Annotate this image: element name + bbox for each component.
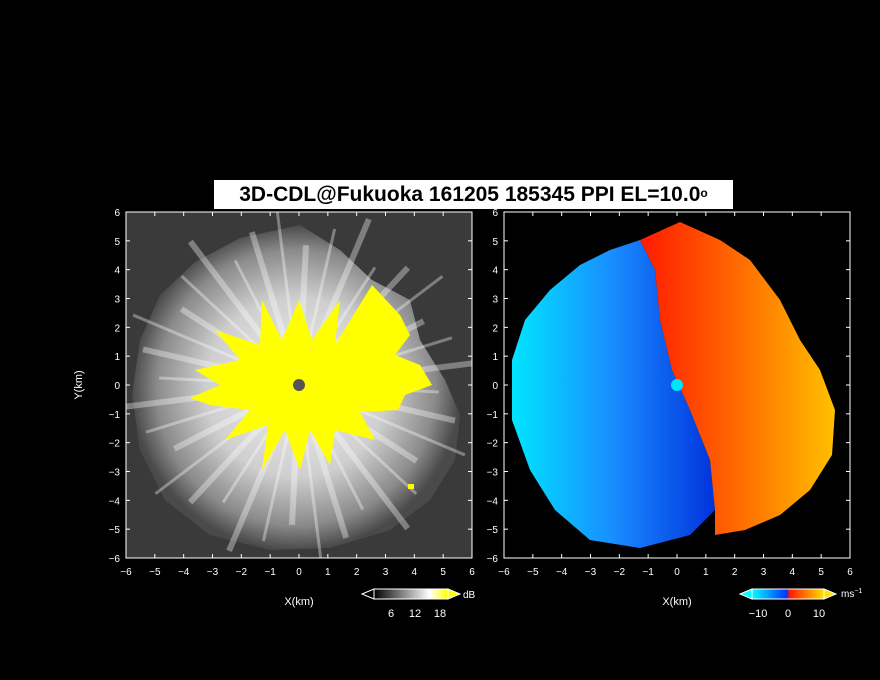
y-tick-label: −1 — [487, 410, 499, 421]
reflectivity-panel — [126, 212, 472, 558]
reflectivity-tick-12: 12 — [409, 608, 421, 620]
x-tick-label: −5 — [527, 567, 539, 578]
reflectivity-colorbar-bar — [373, 588, 449, 600]
x-tick-label: −6 — [120, 567, 132, 578]
y-tick-label: 1 — [114, 352, 120, 363]
velocity-colorbar-left-arrow — [738, 588, 753, 600]
reflectivity-colorbar-right-arrow — [447, 588, 462, 600]
x-tick-label: −1 — [642, 567, 654, 578]
velocity-negative-region — [512, 240, 715, 548]
reflectivity-colorbar-left-arrow — [360, 588, 375, 600]
y-tick-label: −2 — [109, 439, 121, 450]
y-axis-label: Y(km) — [73, 370, 85, 399]
y-tick-label: 6 — [114, 208, 120, 219]
x-axis-label-left: X(km) — [284, 596, 313, 608]
chart-title-text: 3D-CDL@Fukuoka 161205 185345 PPI EL=10.0 — [239, 182, 701, 206]
y-tick-label: 4 — [114, 266, 120, 277]
velocity-unit-base: ms — [841, 589, 854, 600]
velocity-tick-10: 10 — [813, 608, 825, 620]
chart-title: 3D-CDL@Fukuoka 161205 185345 PPI EL=10.0… — [214, 180, 733, 209]
y-tick-label: 2 — [114, 323, 120, 334]
y-tick-label: −3 — [109, 468, 121, 479]
small-echo — [408, 484, 414, 489]
velocity-colorbar-unit: ms−1 — [841, 588, 862, 600]
x-tick-label: 1 — [325, 567, 331, 578]
reflectivity-tick-6: 6 — [388, 608, 394, 620]
y-tick-label: 1 — [492, 352, 498, 363]
velocity-tick-0: 0 — [785, 608, 791, 620]
radar-site — [293, 379, 305, 391]
x-tick-label: 5 — [440, 567, 446, 578]
y-tick-label: −3 — [487, 468, 499, 479]
y-tick-label: 3 — [114, 295, 120, 306]
x-tick-label: −2 — [236, 567, 248, 578]
y-tick-label: −2 — [487, 439, 499, 450]
y-tick-label: 6 — [492, 208, 498, 219]
reflectivity-colorbar-unit: dB — [463, 590, 476, 601]
y-tick-label: 0 — [492, 381, 498, 392]
y-tick-label: −5 — [487, 525, 499, 536]
x-tick-label: 5 — [818, 567, 824, 578]
y-tick-label: 3 — [492, 295, 498, 306]
x-tick-label: −2 — [614, 567, 626, 578]
y-tick-label: −4 — [109, 496, 121, 507]
reflectivity-colorbar: dB 6 12 18 — [360, 588, 476, 620]
velocity-colorbar-right-arrow — [823, 588, 838, 600]
x-tick-label: −3 — [207, 567, 219, 578]
x-tick-label: 2 — [354, 567, 360, 578]
x-tick-label: −4 — [556, 567, 568, 578]
y-tick-label: 5 — [114, 237, 120, 248]
y-tick-label: −1 — [109, 410, 121, 421]
y-tick-label: 0 — [114, 381, 120, 392]
axis-ticks: −6 −5 −4 −3 −2 −1 0 1 2 3 4 5 6 −6 −5 −4 −3 −2 −1 0 1 2 3 4 5 6 −6… — [109, 208, 854, 578]
velocity-colorbar-bar — [751, 588, 825, 600]
x-tick-label: −1 — [264, 567, 276, 578]
x-tick-label: 0 — [296, 567, 302, 578]
x-tick-label: 6 — [469, 567, 475, 578]
x-tick-label: −3 — [585, 567, 597, 578]
y-tick-label: 2 — [492, 323, 498, 334]
y-tick-label: −6 — [487, 554, 499, 565]
x-tick-label: 4 — [790, 567, 796, 578]
velocity-unit-exp: −1 — [854, 588, 862, 595]
y-tick-label: −5 — [109, 525, 121, 536]
velocity-tick-minus10: −10 — [749, 608, 768, 620]
reflectivity-saturated-core — [190, 285, 432, 470]
x-tick-label: 3 — [383, 567, 389, 578]
x-tick-label: 1 — [703, 567, 709, 578]
velocity-radar-site — [671, 379, 683, 391]
degree-sign: o — [700, 185, 708, 200]
x-tick-label: 0 — [674, 567, 680, 578]
velocity-positive-region — [640, 222, 835, 535]
x-tick-label: −4 — [178, 567, 190, 578]
velocity-colorbar: ms−1 −10 0 10 — [738, 588, 862, 620]
x-tick-label: −6 — [498, 567, 510, 578]
x-tick-label: −5 — [149, 567, 161, 578]
x-tick-label: 6 — [847, 567, 853, 578]
velocity-panel — [504, 212, 850, 558]
y-tick-label: −4 — [487, 496, 499, 507]
x-tick-label: 2 — [732, 567, 738, 578]
x-tick-label: 4 — [412, 567, 418, 578]
x-tick-label: 3 — [761, 567, 767, 578]
y-tick-label: −6 — [109, 554, 121, 565]
x-axis-label-right: X(km) — [662, 596, 691, 608]
reflectivity-tick-18: 18 — [434, 608, 446, 620]
y-tick-label: 4 — [492, 266, 498, 277]
y-tick-label: 5 — [492, 237, 498, 248]
